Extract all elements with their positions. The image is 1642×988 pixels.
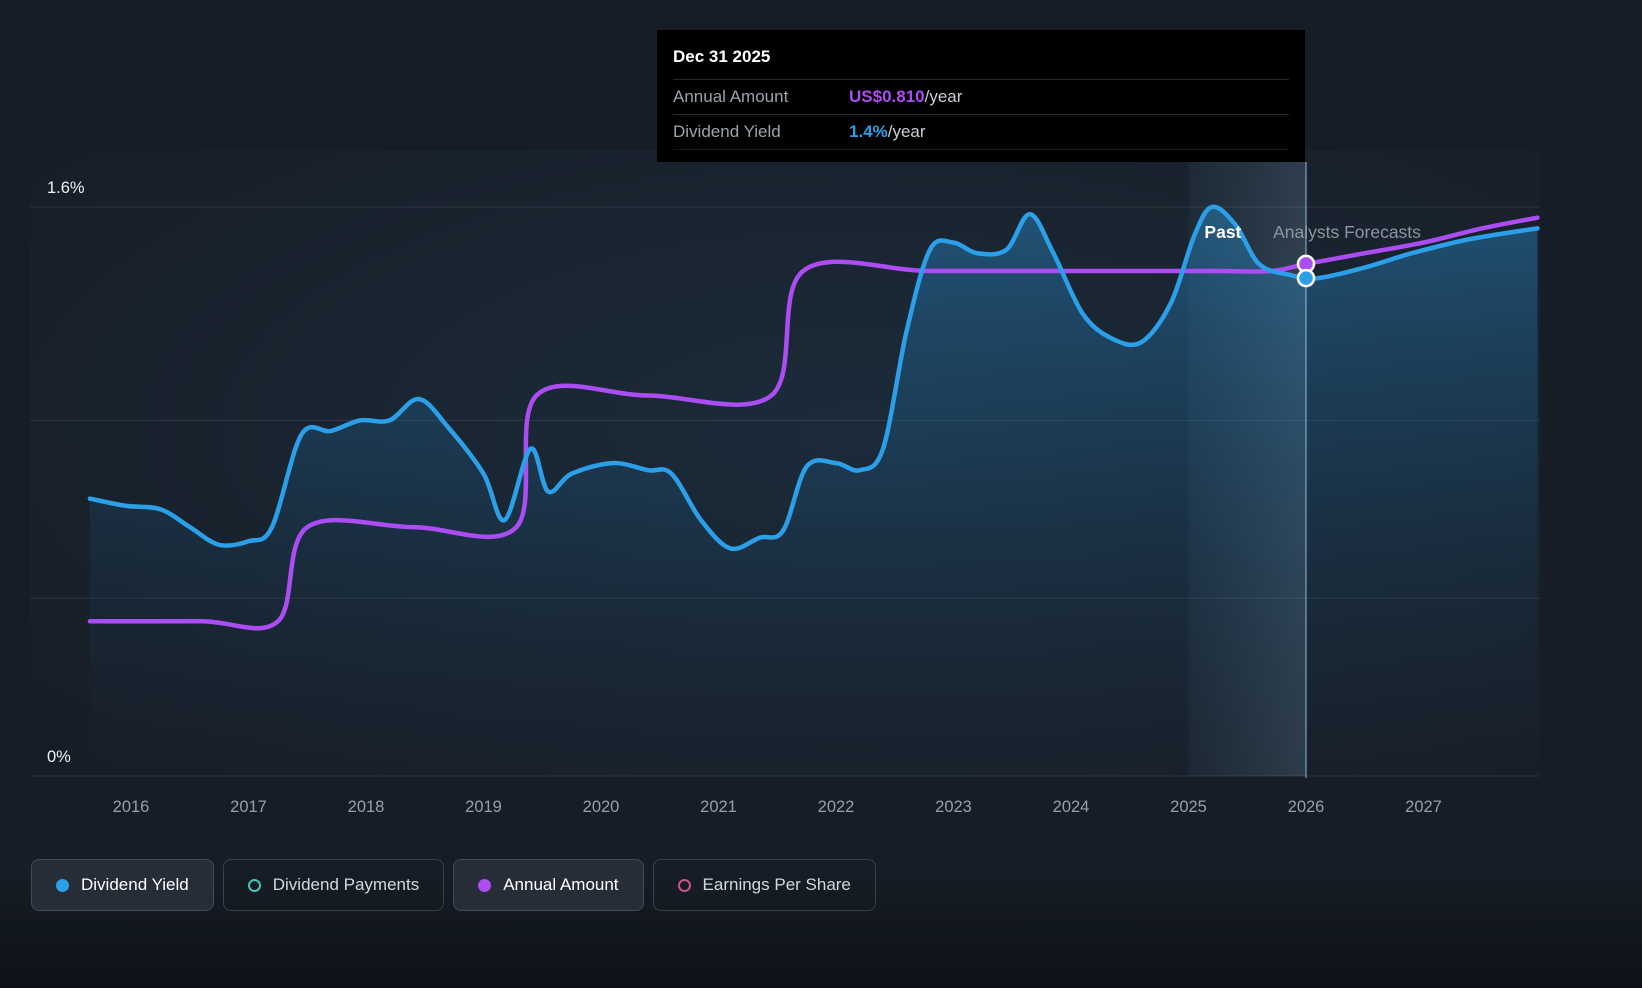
legend-earnings-per-share[interactable]: Earnings Per Share xyxy=(652,859,876,911)
dividend-yield-dot-icon xyxy=(56,878,69,892)
annual-amount-line xyxy=(87,215,1540,631)
x-axis-label: 2020 xyxy=(583,798,620,816)
x-axis-label: 2016 xyxy=(113,798,150,816)
tooltip-value-annual-amount: US$0.810/year xyxy=(849,87,963,106)
tooltip-value-dividend-yield: 1.4%/year xyxy=(849,122,926,141)
x-axis-label: 2026 xyxy=(1288,798,1325,816)
annual-amount-dot-icon xyxy=(478,878,492,892)
x-axis-label: 2018 xyxy=(348,798,385,816)
legend-dividend-payments-label: Dividend Payments xyxy=(272,875,420,894)
earnings-per-share-circle-icon xyxy=(677,878,691,892)
x-axis-label: 2024 xyxy=(1053,798,1090,816)
legend-dividend-yield-label: Dividend Yield xyxy=(81,875,189,894)
analysts-forecasts-label: Analysts Forecasts xyxy=(1273,222,1421,242)
tooltip-row-annual-amount: Annual Amount US$0.810/year xyxy=(673,79,1289,114)
legend-annual-amount[interactable]: Annual Amount xyxy=(453,859,644,911)
y-axis-label: 0% xyxy=(47,748,71,766)
past-label: Past xyxy=(1204,222,1241,242)
legend-dividend-yield[interactable]: Dividend Yield xyxy=(31,859,214,911)
x-axis-label: 2022 xyxy=(818,798,855,816)
x-axis-label: 2027 xyxy=(1405,798,1442,816)
dividend-yield-line xyxy=(87,204,1540,552)
legend-dividend-payments[interactable]: Dividend Payments xyxy=(222,859,445,911)
x-axis-label: 2023 xyxy=(935,798,972,816)
tooltip-date: Dec 31 2025 xyxy=(673,47,771,66)
x-axis-label: 2017 xyxy=(230,798,267,816)
legend-earnings-per-share-label: Earnings Per Share xyxy=(702,875,851,894)
y-axis-label: 1.6% xyxy=(47,179,85,197)
tooltip-row-dividend-yield: Dividend Yield 1.4%/year xyxy=(673,114,1289,150)
dividend-payments-circle-icon xyxy=(247,878,261,892)
dividend-yield-area xyxy=(89,206,1538,776)
legend-annual-amount-label: Annual Amount xyxy=(503,875,619,894)
x-axis-label: 2019 xyxy=(465,798,502,816)
tooltip-label-dividend-yield: Dividend Yield xyxy=(673,122,781,141)
tooltip: Dec 31 2025 Annual Amount US$0.810/year … xyxy=(657,30,1305,162)
chart-legend: Dividend Yield Dividend Payments Annual … xyxy=(31,859,876,911)
chart-root: 1.6% 0% 2016 2017 2018 2019 2020 2021 2022 2023 20… xyxy=(30,150,1540,816)
x-axis-label: 2025 xyxy=(1170,798,1207,816)
x-axis-label: 2021 xyxy=(700,798,737,816)
dividend-yield-marker xyxy=(1296,268,1316,288)
tooltip-label-annual-amount: Annual Amount xyxy=(673,87,789,106)
